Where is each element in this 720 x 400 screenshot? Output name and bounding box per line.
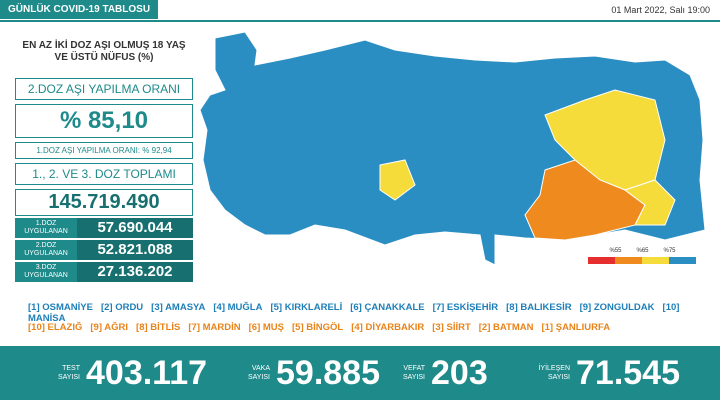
- province: [9] AĞRI: [90, 322, 129, 333]
- province: [8] BALIKESİR: [506, 302, 572, 313]
- stats-bar: [0, 346, 720, 400]
- stat-value: 59.885: [276, 353, 380, 392]
- title: GÜNLÜK COVID-19 TABLOSU: [0, 0, 159, 19]
- dose1-text: 1.DOZ AŞI YAPILMA ORANI: % 92,94: [15, 142, 193, 159]
- dose-list: 1.DOZ UYGULANAN 57.690.044 2.DOZ UYGULANAN…: [15, 218, 193, 282]
- province: [10] MANİSA: [28, 302, 680, 324]
- province: [8] BİTLİS: [136, 322, 181, 333]
- province: [6] MUŞ: [248, 322, 284, 333]
- stat: İYİLEŞEN SAYISI 71.545: [530, 346, 680, 400]
- province: [1] OSMANİYE: [28, 302, 93, 313]
- stat: VEFAT SAYISI 203: [385, 346, 488, 400]
- map: [199, 31, 706, 266]
- top-list: [1] OSMANİYE [2] ORDU [3] AMASYA [4] MUĞLA[…: [28, 302, 720, 324]
- legend-item: %75: [642, 248, 676, 270]
- province: [4] MUĞLA: [213, 302, 263, 313]
- dose-label: 1.DOZ UYGULANAN: [24, 220, 68, 235]
- province: [3] AMASYA: [151, 302, 206, 313]
- stat: TEST SAYISI 403.117: [40, 346, 207, 400]
- dose-value: 57.690.044: [77, 218, 193, 238]
- total-value: 145.719.490: [15, 189, 193, 216]
- legend-item: [669, 257, 696, 270]
- dose-label: 3.DOZ UYGULANAN: [24, 264, 68, 279]
- legend-item: %65: [615, 248, 649, 270]
- stat-value: 403.117: [86, 353, 208, 392]
- dose-value: 52.821.088: [77, 240, 193, 260]
- dose-row: 1.DOZ UYGULANAN 57.690.044: [15, 218, 193, 238]
- stat-label: İYİLEŞEN SAYISI: [538, 365, 570, 381]
- province: [5] KIRKLARELİ: [270, 302, 343, 313]
- legend-swatch: [669, 257, 696, 264]
- dose-label: 2.DOZ UYGULANAN: [24, 242, 68, 257]
- province: [7] MARDİN: [188, 322, 241, 333]
- stat-label: VEFAT SAYISI: [402, 365, 425, 381]
- stat-value: 203: [431, 353, 488, 392]
- stat-value: 71.545: [576, 353, 680, 392]
- header-bar: [0, 0, 720, 22]
- legend: %55 %65 %75: [588, 248, 696, 270]
- dose2-label: 2.DOZ AŞI YAPILMA ORANI: [15, 78, 193, 100]
- stat-label: TEST SAYISI: [57, 365, 80, 381]
- legend-label: %65: [636, 248, 649, 254]
- province: [10] ELAZIĞ: [28, 322, 83, 333]
- province: [9] ZONGULDAK: [579, 302, 655, 313]
- total-label: 1., 2. VE 3. DOZ TOPLAMI: [15, 163, 193, 185]
- province: [3] SİİRT: [432, 322, 471, 333]
- legend-swatch: [588, 257, 615, 264]
- province: [2] BATMAN: [478, 322, 534, 333]
- legend-item: %55: [588, 248, 622, 270]
- legend-label: %75: [663, 248, 676, 254]
- bottom-list: [10] ELAZIĞ [9] AĞRI [8] BİTLİS [7] MARDİN […: [28, 322, 618, 333]
- stat-label: VAKA SAYISI: [247, 365, 270, 381]
- legend-swatch: [642, 257, 669, 264]
- dose-value: 27.136.202: [77, 262, 193, 282]
- legend-swatch: [615, 257, 642, 264]
- vaccine-panel: EN AZ İKİ DOZ AŞI OLMUŞ 18 YAŞ VE ÜSTÜ N…: [15, 40, 193, 282]
- province: [7] ESKİŞEHİR: [432, 302, 499, 313]
- dose2-value: % 85,10: [15, 104, 193, 138]
- legend-label: %55: [609, 248, 622, 254]
- date: 01 Mart 2022, Salı 19:00: [611, 5, 710, 15]
- heading: EN AZ İKİ DOZ AŞI OLMUŞ 18 YAŞ VE ÜSTÜ N…: [22, 40, 186, 63]
- province: [5] BİNGÖL: [292, 322, 344, 333]
- province: [4] DİYARBAKIR: [351, 322, 425, 333]
- stat: VAKA SAYISI 59.885: [230, 346, 380, 400]
- province: [1] ŞANLIURFA: [541, 322, 611, 333]
- dose-row: 3.DOZ UYGULANAN 27.136.202: [15, 262, 193, 282]
- province: [2] ORDU: [100, 302, 144, 313]
- province: [6] ÇANAKKALE: [350, 302, 425, 313]
- dose-row: 2.DOZ UYGULANAN 52.821.088: [15, 240, 193, 260]
